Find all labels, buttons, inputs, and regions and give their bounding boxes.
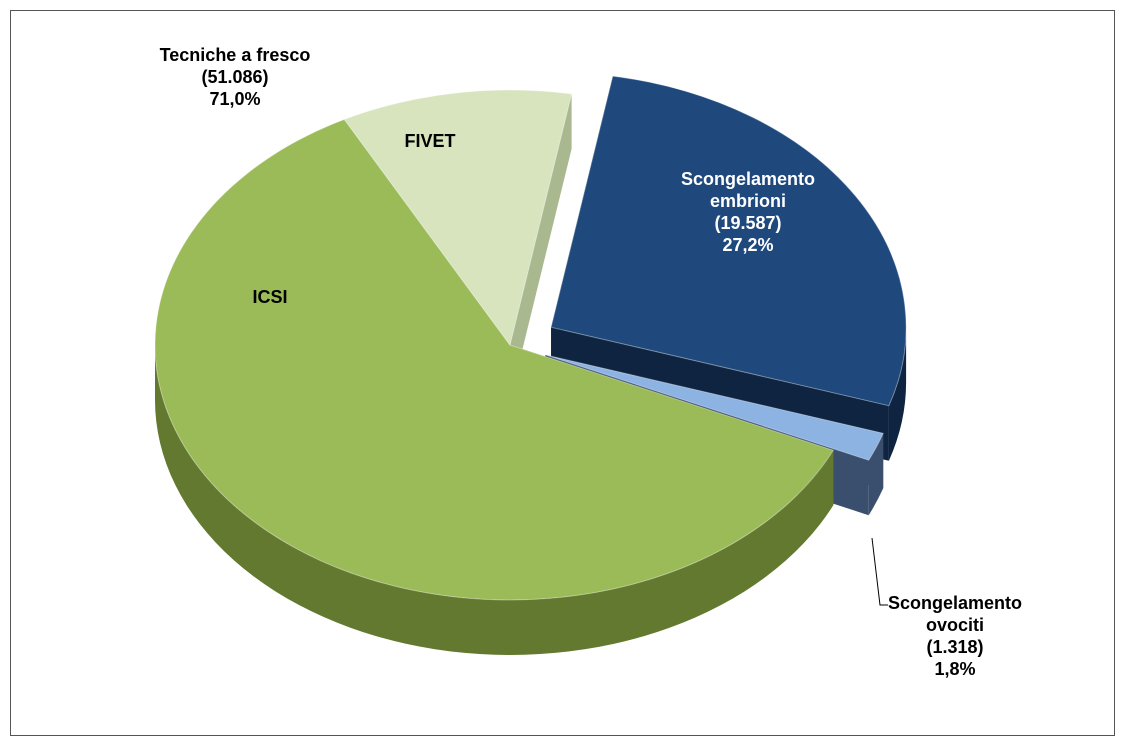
slice-label: Scongelamento embrioni (19.587) 27,2% <box>648 168 848 256</box>
slice-wall <box>888 327 907 461</box>
slice-side <box>510 93 572 401</box>
category-label: Scongelamento ovociti <box>887 593 1023 635</box>
slice <box>154 118 835 601</box>
value-label: 27,2% <box>722 235 774 255</box>
category-label: FIVET <box>404 131 456 151</box>
slice-wall <box>868 433 884 516</box>
leader-line <box>871 537 888 606</box>
group-name: Tecniche a fresco <box>159 45 311 65</box>
value-label: 1,8% <box>934 659 976 679</box>
slice-label: Scongelamento ovociti (1.318) 1,8% <box>880 592 1030 680</box>
category-label: Scongelamento embrioni <box>680 169 816 211</box>
slice-label: FIVET <box>390 130 470 152</box>
count-label: (19.587) <box>714 213 782 233</box>
category-label: ICSI <box>252 287 288 307</box>
group-count: (51.086) <box>201 67 269 87</box>
count-label: (1.318) <box>926 637 984 657</box>
slice <box>550 75 907 407</box>
slice <box>545 354 884 461</box>
slice-wall <box>155 345 834 655</box>
group-percent: 71,0% <box>209 89 261 109</box>
slice <box>343 89 573 347</box>
group-label: Tecniche a fresco (51.086) 71,0% <box>145 44 325 110</box>
slice-label: ICSI <box>230 286 310 308</box>
